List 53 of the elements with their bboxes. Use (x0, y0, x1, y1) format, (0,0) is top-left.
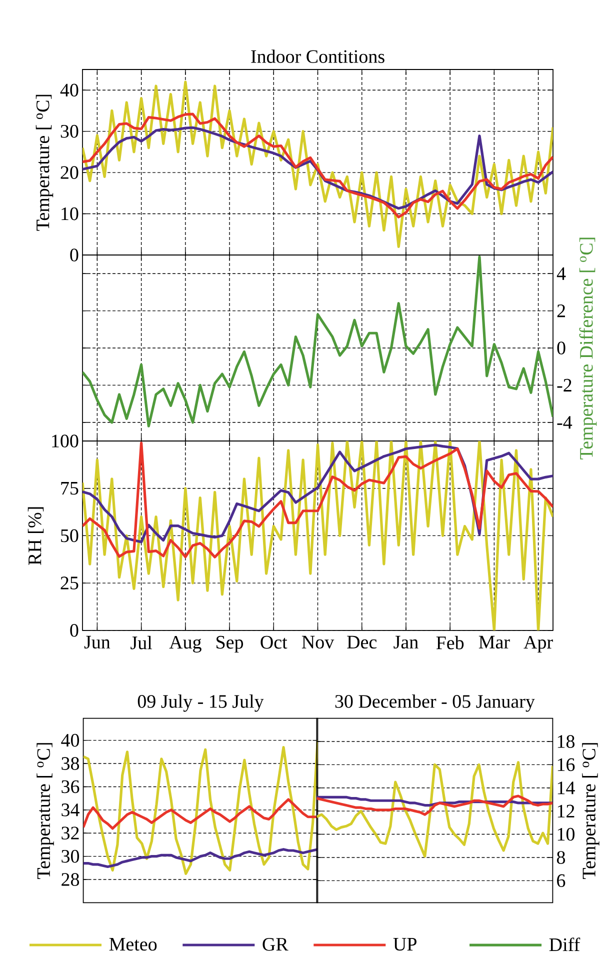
y-tick-label: 6 (557, 874, 566, 888)
y-tick-label: 38 (62, 757, 80, 770)
y-tick-label: 10 (62, 207, 78, 220)
x-tick-label: Aug (169, 636, 202, 653)
x-tick-label: Jan (394, 636, 418, 649)
y-axis-title: Temperature [ $^{o}$C] (36, 743, 54, 879)
y-tick-label: -4 (557, 416, 572, 429)
legend-label: Meteo (109, 938, 157, 951)
x-tick-label: Mar (478, 636, 510, 649)
y-tick-label: 36 (62, 780, 80, 794)
legend-label: UP (393, 938, 416, 951)
chart-title: 09 July - 15 July (138, 694, 264, 712)
x-tick-label: Apr (524, 636, 553, 653)
y-tick-label: 30 (62, 850, 80, 863)
x-tick-label: Oct (260, 636, 288, 649)
x-tick-label: Feb (436, 636, 464, 650)
y-tick-label: 0 (70, 248, 78, 262)
y-tick-label: 100 (52, 434, 78, 448)
y-tick-label: 50 (61, 529, 78, 542)
y-axis-title: RH [%] (28, 507, 44, 565)
legend-label: Diff (549, 938, 580, 951)
y-tick-label: 0 (557, 342, 566, 354)
y-tick-label: 10 (558, 828, 574, 841)
line-series (83, 739, 318, 876)
y-tick-label: 28 (62, 873, 80, 886)
y-tick-label: 75 (61, 482, 78, 495)
y-tick-label: 40 (61, 734, 80, 747)
x-tick-label: Sep (216, 636, 244, 653)
y-tick-label: 14 (558, 782, 575, 794)
y-tick-label: 32 (62, 826, 79, 840)
y-tick-label: 20 (60, 166, 78, 179)
x-tick-label: Jul (130, 636, 152, 650)
chart-title: 30 December - 05 January (335, 694, 535, 712)
legend-label: GR (262, 938, 288, 951)
x-tick-label: Dec (347, 636, 377, 649)
x-tick-label: Jun (84, 636, 110, 649)
y-tick-label: 12 (558, 804, 574, 818)
y-tick-label: 16 (558, 758, 575, 772)
y-tick-label: 18 (558, 735, 574, 748)
y-tick-label: 0 (70, 624, 78, 637)
y-tick-label: 34 (62, 804, 80, 816)
y-axis-title: Temperature [ $^{o}$C] (582, 743, 600, 879)
y-tick-label: 4 (556, 267, 566, 280)
y-tick-label: 8 (556, 851, 565, 864)
y-tick-label: 25 (60, 576, 78, 590)
y-tick-label: 40 (60, 84, 78, 97)
y-axis-title: Temperature Difference [ $^{o}$C] (579, 238, 597, 460)
y-tick-label: 30 (60, 124, 78, 138)
y-axis-title: Temperature [ $^{o}$C] (36, 94, 54, 231)
y-tick-label: 2 (557, 304, 565, 318)
chart-title: Indoor Contitions (251, 50, 384, 63)
x-tick-label: Nov (302, 636, 334, 649)
y-tick-label: -2 (557, 378, 572, 392)
